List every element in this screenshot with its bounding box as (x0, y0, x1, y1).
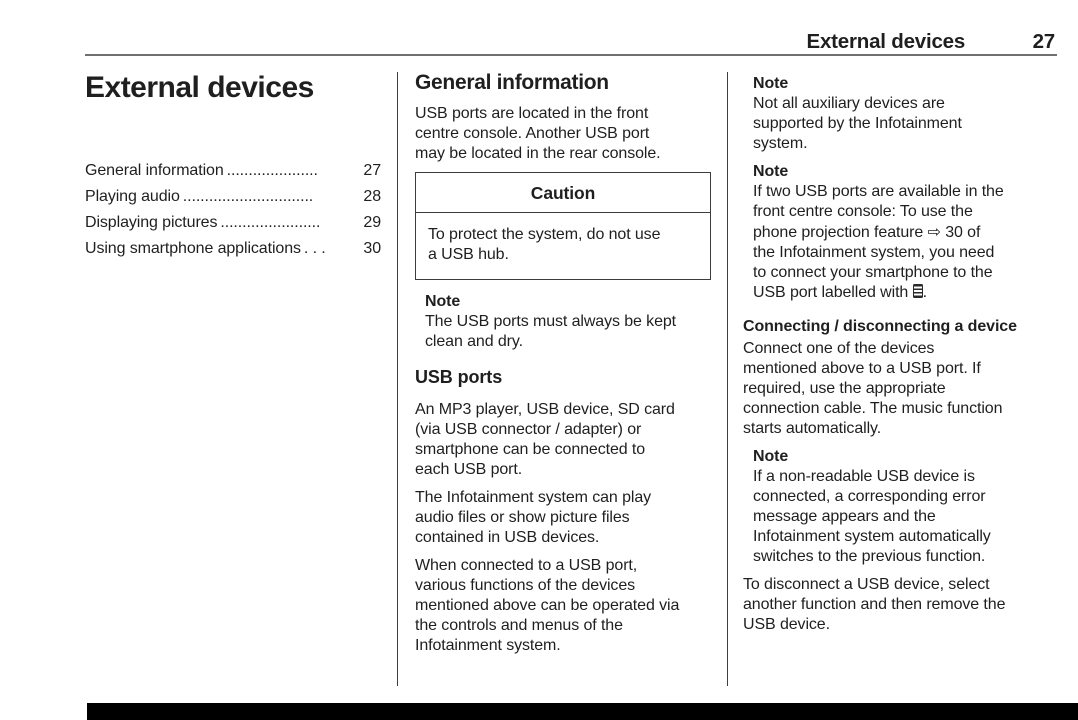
usb-ports-paragraph-1: An MP3 player, USB device, SD card (via … (415, 401, 675, 478)
table-of-contents: General information ....................… (85, 158, 381, 262)
column-divider-left (397, 72, 398, 686)
note-text: If two USB ports are available in the fr… (753, 182, 1057, 303)
note-text-before-ref: If two USB ports are available in the fr… (753, 183, 1004, 241)
usb-ports-paragraph-2: The Infotainment system can play audio f… (415, 489, 652, 546)
connecting-column: Note Not all auxiliary devices are suppo… (743, 70, 1057, 643)
caution-box: Caution To protect the system, do not us… (415, 172, 711, 280)
toc-leader-dots: ....................... (220, 214, 321, 231)
note-non-readable-device: Note If a non-readable USB device is con… (753, 447, 1057, 567)
toc-item-displaying-pictures[interactable]: Displaying pictures ....................… (85, 210, 381, 236)
note-text-middle: of the Infotainment system, you need to … (753, 224, 995, 301)
page-reference-link[interactable]: ⇨ 30 (927, 222, 963, 241)
usb-ports-paragraph-3: When connected to a USB port, various fu… (415, 557, 680, 654)
note-label: Note (425, 293, 461, 310)
chapter-title: External devices (85, 71, 314, 104)
caution-body: To protect the system, do not use a USB … (428, 226, 661, 263)
disconnect-paragraph: To disconnect a USB device, select anoth… (743, 576, 1006, 633)
note-phone-projection: Note If two USB ports are available in t… (753, 162, 1057, 303)
note-auxiliary-devices: Note Not all auxiliary devices are suppo… (753, 74, 1057, 154)
header-rule (85, 54, 1057, 56)
footer-black-bar (87, 703, 1078, 720)
note-clean-dry: Note The USB ports must always be kept c… (425, 292, 711, 352)
running-header-title: External devices (806, 30, 966, 53)
note-text-end: . (922, 284, 927, 301)
page-ref-arrow-icon: ⇨ (927, 222, 941, 241)
toc-item-smartphone-applications[interactable]: Using smartphone applications . . . 30 (85, 236, 381, 262)
column-divider-right (727, 72, 728, 686)
intro-paragraph: USB ports are located in the front centr… (415, 105, 661, 162)
note-text: Not all auxiliary devices are supported … (753, 95, 962, 152)
note-text: The USB ports must always be kept clean … (425, 313, 677, 350)
general-information-column: General information USB ports are locate… (415, 70, 711, 664)
page-number: 27 (1032, 30, 1056, 53)
connect-paragraph: Connect one of the devices mentioned abo… (743, 340, 1003, 437)
note-label: Note (753, 448, 789, 465)
subsection-heading-usb-ports: USB ports (415, 367, 503, 387)
note-label: Note (753, 163, 789, 180)
subsection-heading-connecting-device: Connecting / disconnecting a device (743, 318, 1017, 335)
caution-title: Caution (416, 173, 710, 213)
note-label: Note (753, 75, 789, 92)
toc-leader-dots: ..................... (226, 162, 318, 179)
phone-projection-icon (912, 284, 923, 298)
page-ref-number: 30 (945, 224, 963, 241)
chapter-toc-column: External devices General information ...… (85, 70, 381, 262)
toc-leader-dots: .............................. (182, 188, 314, 205)
section-heading-general-information: General information (415, 71, 609, 94)
toc-leader-dots: . . . (303, 240, 326, 257)
note-text: If a non-readable USB device is connecte… (753, 468, 991, 565)
toc-item-general-information[interactable]: General information ....................… (85, 158, 381, 184)
toc-item-playing-audio[interactable]: Playing audio ..........................… (85, 184, 381, 210)
running-header: External devices 27 (85, 30, 1055, 54)
